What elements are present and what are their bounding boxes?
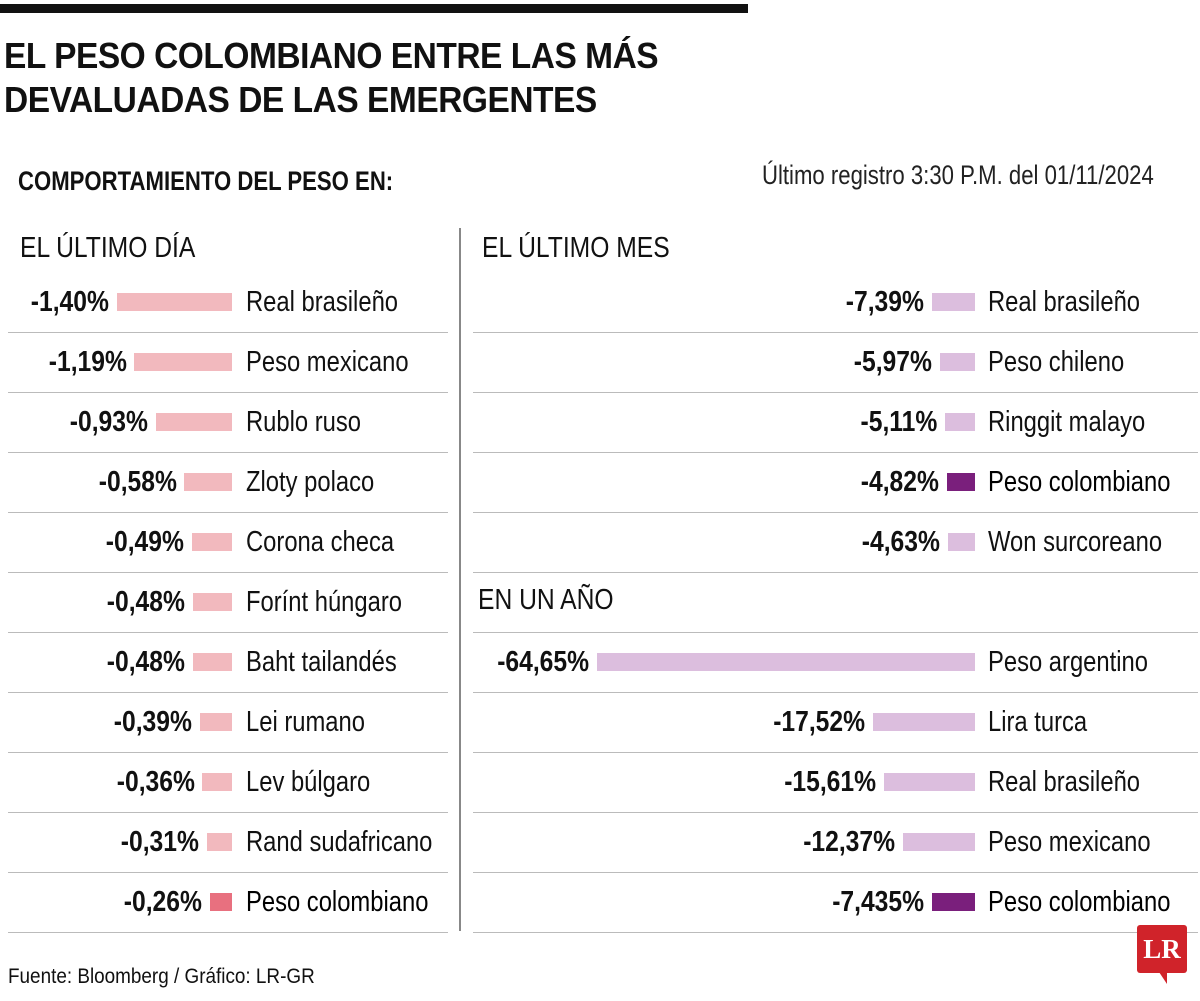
category-label: Lira turca	[988, 706, 1088, 738]
bar	[202, 773, 232, 791]
bar	[945, 413, 975, 431]
last-update: Último registro 3:30 P.M. del 01/11/2024	[762, 160, 1154, 190]
row-divider	[8, 572, 448, 573]
value-label: -17,52%	[772, 706, 865, 738]
value-label: -7,39%	[845, 286, 924, 318]
category-label: Baht tailandés	[246, 646, 397, 678]
category-label: Peso mexicano	[246, 346, 409, 378]
value-label: -4,63%	[861, 526, 940, 558]
row-divider	[8, 752, 448, 753]
category-label: Real brasileño	[246, 286, 399, 318]
category-label: Peso colombiano	[988, 886, 1171, 918]
section-title-month: EL ÚLTIMO MES	[482, 232, 670, 264]
value-label: -15,61%	[783, 766, 876, 798]
value-label: -12,37%	[802, 826, 895, 858]
value-label: -4,82%	[860, 466, 939, 498]
row-divider	[473, 632, 1198, 633]
category-label: Peso mexicano	[988, 826, 1151, 858]
row-divider	[8, 392, 448, 393]
bar	[946, 473, 975, 491]
category-label: Peso argentino	[988, 646, 1148, 678]
top-rule	[0, 4, 748, 13]
bar	[191, 533, 232, 551]
bar	[192, 653, 232, 671]
value-label: -0,58%	[98, 466, 177, 498]
section-title-day: EL ÚLTIMO DÍA	[20, 232, 196, 264]
row-divider	[473, 812, 1198, 813]
lr-logo: LR	[1137, 925, 1187, 984]
category-label: Rand sudafricano	[246, 826, 433, 858]
bar	[596, 653, 975, 671]
bar	[902, 833, 975, 851]
row-divider	[8, 692, 448, 693]
row-divider	[8, 512, 448, 513]
bar	[872, 713, 975, 731]
bar	[940, 353, 975, 371]
value-label: -1,19%	[48, 346, 127, 378]
category-label: Peso chileno	[988, 346, 1125, 378]
value-label: -64,65%	[496, 646, 589, 678]
category-label: Real brasileño	[988, 766, 1141, 798]
value-label: -0,39%	[113, 706, 193, 738]
value-label: -0,48%	[106, 586, 185, 618]
row-divider	[8, 632, 448, 633]
bar	[184, 473, 232, 491]
bar	[947, 533, 975, 551]
value-label: -0,93%	[69, 406, 148, 438]
row-divider	[473, 872, 1198, 873]
bar	[931, 293, 975, 311]
row-divider	[473, 692, 1198, 693]
value-label: -0,36%	[116, 766, 195, 798]
title-line-1: EL PESO COLOMBIANO ENTRE LAS MÁS	[4, 35, 659, 76]
source-footer: Fuente: Bloomberg / Gráfico: LR-GR	[8, 965, 315, 988]
bar	[117, 293, 232, 311]
row-divider	[8, 452, 448, 453]
column-divider	[459, 228, 461, 931]
row-divider	[473, 452, 1198, 453]
category-label: Lev búlgaro	[246, 766, 371, 798]
category-label: Forínt húngaro	[246, 586, 402, 618]
value-label: -0,48%	[106, 646, 185, 678]
title-line-2: DEVALUADAS DE LAS EMERGENTES	[4, 79, 597, 120]
value-label: -1,40%	[31, 286, 110, 318]
value-label: -7,435%	[831, 886, 924, 918]
bar	[192, 593, 232, 611]
bar	[134, 353, 232, 371]
category-label: Peso colombiano	[988, 466, 1171, 498]
category-label: Real brasileño	[988, 286, 1141, 318]
category-label: Lei rumano	[246, 706, 365, 738]
value-label: -5,97%	[853, 346, 933, 378]
row-divider	[8, 872, 448, 873]
bar	[206, 833, 232, 851]
value-label: -0,26%	[123, 886, 202, 918]
row-divider	[8, 332, 448, 333]
row-divider	[473, 332, 1198, 333]
bar	[200, 713, 232, 731]
category-label: Corona checa	[246, 526, 395, 558]
row-divider	[8, 932, 448, 933]
value-label: -5,11%	[860, 406, 938, 438]
category-label: Won surcoreano	[988, 526, 1163, 558]
value-label: -0,49%	[105, 526, 184, 558]
section-title-year: EN UN AÑO	[478, 584, 614, 616]
row-divider	[8, 812, 448, 813]
bar	[883, 773, 975, 791]
row-divider	[473, 512, 1198, 513]
row-divider	[473, 932, 1198, 933]
bar	[155, 413, 232, 431]
bar	[210, 893, 232, 911]
category-label: Ringgit malayo	[988, 406, 1146, 438]
category-label: Rublo ruso	[246, 406, 362, 438]
row-divider	[473, 752, 1198, 753]
bar	[931, 893, 975, 911]
subtitle: COMPORTAMIENTO DEL PESO EN:	[18, 166, 394, 196]
category-label: Peso colombiano	[246, 886, 429, 918]
row-divider	[473, 572, 1198, 573]
category-label: Zloty polaco	[246, 466, 375, 498]
value-label: -0,31%	[120, 826, 199, 858]
row-divider	[473, 392, 1198, 393]
